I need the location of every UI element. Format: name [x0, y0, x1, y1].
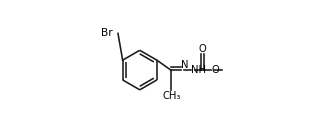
- Text: O: O: [199, 44, 207, 54]
- Text: N: N: [181, 60, 189, 70]
- Text: CH₃: CH₃: [162, 91, 181, 101]
- Text: NH: NH: [191, 65, 207, 75]
- Text: Br: Br: [101, 28, 113, 38]
- Text: O: O: [212, 65, 219, 75]
